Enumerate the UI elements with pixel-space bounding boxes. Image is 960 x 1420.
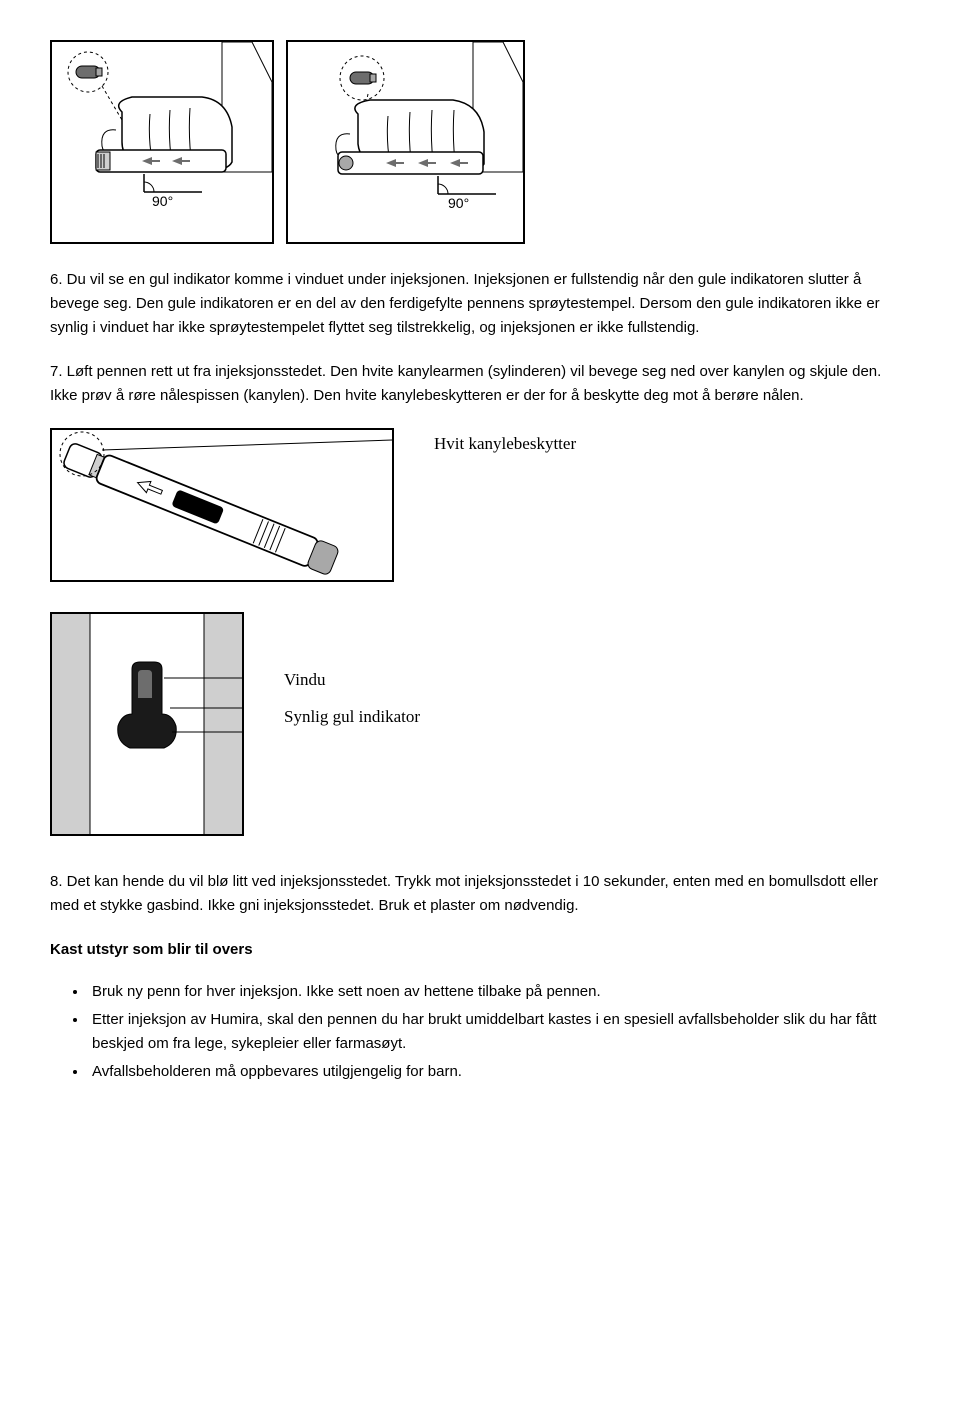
figure-injection-press-b: 90° <box>286 40 525 244</box>
label-window: Vindu <box>284 666 420 693</box>
disposal-heading: Kast utstyr som blir til overs <box>50 938 910 962</box>
figure-pen-needle-guard <box>50 428 394 582</box>
disposal-item-2: Etter injeksjon av Humira, skal den penn… <box>88 1008 910 1056</box>
label-needle-guard: Hvit kanylebeskytter <box>434 430 576 457</box>
step-8-text: 8. Det kan hende du vil blø litt ved inj… <box>50 870 910 918</box>
label-stack-window: Vindu Synlig gul indikator <box>284 612 420 730</box>
figure-window-wrap: Vindu Synlig gul indikator <box>50 612 910 836</box>
step-6-text: 6. Du vil se en gul indikator komme i vi… <box>50 268 910 340</box>
disposal-list: Bruk ny penn for hver injeksjon. Ikke se… <box>50 980 910 1084</box>
figure-pen-wrap: Hvit kanylebeskytter <box>50 428 910 582</box>
disposal-item-2-text: Etter injeksjon av Humira, skal den penn… <box>92 1011 877 1052</box>
disposal-item-1: Bruk ny penn for hver injeksjon. Ikke se… <box>88 980 910 1004</box>
angle-label-b: 90° <box>448 192 469 214</box>
figure-injection-press-a: 90° <box>50 40 274 244</box>
label-indicator: Synlig gul indikator <box>284 703 420 730</box>
figure-row-top: 90° <box>50 40 910 244</box>
disposal-item-3: Avfallsbeholderen må oppbevares utilgjen… <box>88 1060 910 1084</box>
figure-window-indicator <box>50 612 244 836</box>
angle-label-a: 90° <box>152 190 173 212</box>
step-7-text: 7. Løft pennen rett ut fra injeksjonsste… <box>50 360 910 408</box>
